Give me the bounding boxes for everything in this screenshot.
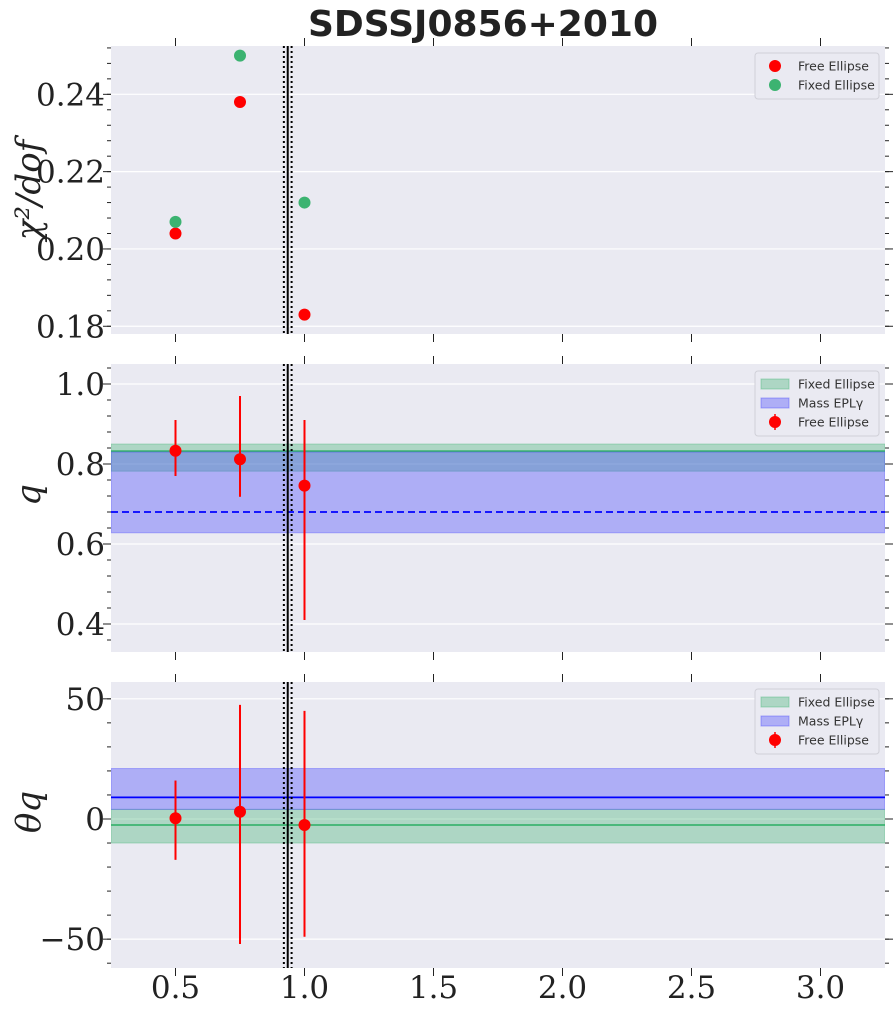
legend-label: Free Ellipse xyxy=(798,415,869,430)
x-tick-label: 2.0 xyxy=(538,970,587,1006)
band-2 xyxy=(111,451,885,534)
data-point xyxy=(169,227,182,240)
legend-label: Fixed Ellipse xyxy=(798,78,875,93)
x-tick-label: 2.5 xyxy=(667,970,716,1006)
y-tick-label: 0.6 xyxy=(56,527,105,563)
plot-content xyxy=(111,682,885,968)
legend: Free Ellipse Fixed Ellipse xyxy=(754,52,880,100)
ticks xyxy=(103,38,893,342)
panel-2: 0.4 0.6 0.8 1.0 q Fixed Ellipse Mass EPLγ Free … xyxy=(9,356,893,660)
y-tick-label: 50 xyxy=(66,682,105,718)
plot-content xyxy=(111,364,885,652)
data-point xyxy=(169,812,182,825)
legend-swatch xyxy=(760,715,790,727)
legend-label: Mass EPLγ xyxy=(798,714,864,729)
y-axis-label: q xyxy=(9,484,49,506)
x-tick-label: 3.0 xyxy=(796,970,845,1006)
legend-swatch xyxy=(760,696,790,708)
data-point xyxy=(234,96,246,109)
y-tick-label: 0.24 xyxy=(36,77,105,113)
y-tick-label: 0.22 xyxy=(36,155,105,191)
legend: Fixed Ellipse Mass EPLγ Free Ellipse xyxy=(754,370,880,437)
legend-box xyxy=(754,370,880,437)
y-axis-label: θq xyxy=(9,791,49,833)
legend-marker xyxy=(769,60,781,72)
band-2 xyxy=(111,768,885,810)
ticks xyxy=(103,674,893,976)
legend-label: Mass EPLγ xyxy=(798,396,864,411)
data-point xyxy=(169,215,182,228)
legend-swatch xyxy=(760,378,790,390)
data-point xyxy=(234,49,246,62)
data-point xyxy=(298,196,311,209)
legend-label: Fixed Ellipse xyxy=(798,377,875,392)
y-tick-label: 0.4 xyxy=(56,607,105,643)
legend-swatch xyxy=(760,397,790,409)
y-tick-label: −50 xyxy=(40,922,105,958)
legend-marker xyxy=(769,416,781,428)
y-tick-label: 1.0 xyxy=(56,367,105,403)
y-tick-label: 0.20 xyxy=(36,232,105,268)
data-point xyxy=(234,453,246,466)
data-point xyxy=(234,805,246,818)
y-axis-label: χ²/dof xyxy=(9,134,49,242)
data-point xyxy=(298,479,311,492)
y-tick-label: 0 xyxy=(85,802,105,838)
data-point xyxy=(169,444,182,457)
legend-box xyxy=(754,688,880,755)
y-tick-label: 0.8 xyxy=(56,447,105,483)
band-1 xyxy=(111,808,885,844)
x-tick-label: 1.5 xyxy=(409,970,458,1006)
plot-content xyxy=(169,46,311,334)
data-point xyxy=(298,819,311,831)
legend-label: Free Ellipse xyxy=(798,733,869,748)
panel-1: 0.18 0.20 0.22 0.24 χ²/dof Free Ellipse Fixed … xyxy=(9,38,893,345)
legend-marker xyxy=(769,79,781,91)
y-tick-label: 0.18 xyxy=(36,309,105,345)
legend-box xyxy=(754,52,880,100)
legend-label: Free Ellipse xyxy=(798,59,869,74)
data-point xyxy=(298,308,311,321)
legend-marker xyxy=(769,734,781,746)
chart-title: SDSSJ0856+2010 xyxy=(308,4,658,45)
ticks xyxy=(103,356,893,660)
panel-3: −50 0 50 0.5 1.0 1.5 2.0 2.5 3.0 θq Fixed Ellipse M… xyxy=(9,674,893,1006)
x-tick-label: 0.5 xyxy=(151,970,200,1006)
x-tick-label: 1.0 xyxy=(280,970,329,1006)
legend-label: Fixed Ellipse xyxy=(798,695,875,710)
legend: Fixed Ellipse Mass EPLγ Free Ellipse xyxy=(754,688,880,755)
